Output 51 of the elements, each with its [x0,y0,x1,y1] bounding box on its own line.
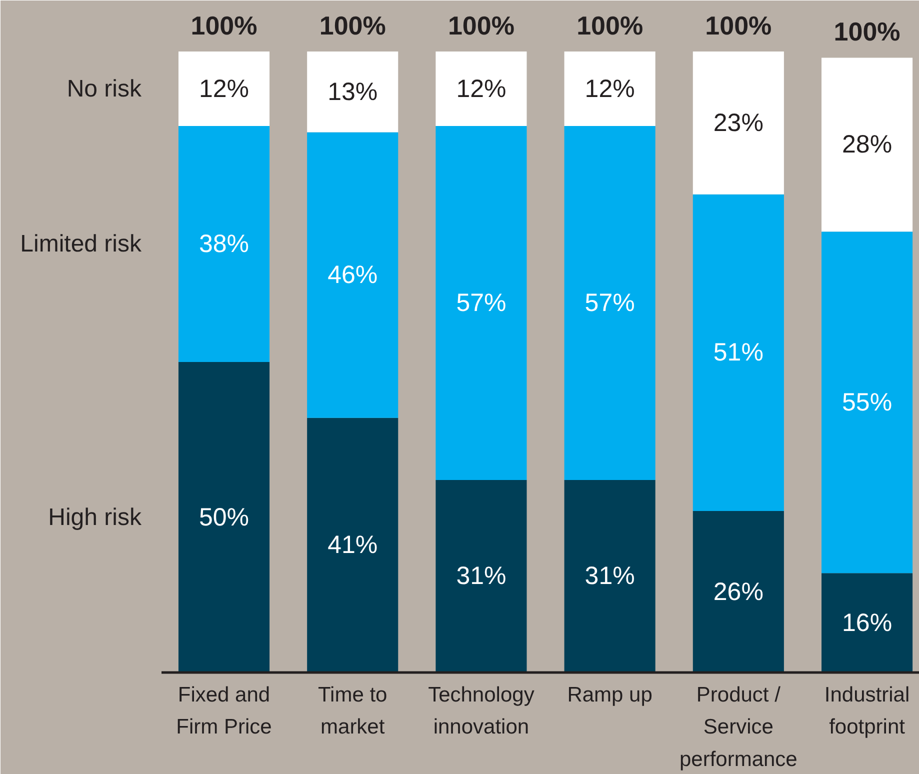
data-label: 46% [328,261,378,290]
bar [178,126,270,362]
bar [307,132,398,418]
series-label: No risk [66,75,142,102]
data-label: 12% [584,74,635,103]
data-label: 57% [456,289,506,318]
bar [692,52,784,194]
data-label: 12% [198,74,250,103]
bar [564,480,656,672]
x-tick-label: Product / Service performance [679,684,798,771]
data-label: 12% [456,74,506,103]
total-label: 100% [705,10,772,40]
series-label: Limited risk [20,230,142,258]
data-label: 50% [198,503,250,532]
data-label: 31% [456,562,506,590]
bar [692,194,784,512]
bar [178,362,270,672]
bar [822,58,913,232]
data-label: 38% [198,230,250,258]
series-label: High risk [48,504,142,531]
bar [564,126,656,480]
bar [822,573,913,672]
total-label: 100% [576,10,644,40]
bar [436,126,527,480]
total-label: 100% [190,10,258,40]
x-tick-label: Industrial footprint [824,684,910,739]
data-label: 31% [584,562,635,590]
bar [178,52,270,126]
bar [436,480,527,672]
x-tick-label: Ramp up [567,684,652,706]
bar [307,418,398,672]
data-label: 55% [842,388,892,416]
bar [564,52,656,126]
bar [822,232,913,574]
data-label: 57% [584,289,635,318]
bar [436,52,527,126]
x-tick-label: Time to market [318,684,388,739]
data-label: 41% [328,531,378,560]
x-tick-label: Technology innovation [428,684,535,739]
data-label: 26% [713,578,764,606]
data-label: 16% [842,608,892,637]
x-tick-label: Fixed and Firm Price [176,684,272,739]
bar [692,511,784,672]
total-label: 100% [448,10,514,40]
bar [307,52,398,132]
total-label: 100% [834,16,900,47]
data-label: 23% [713,108,764,137]
data-label: 28% [842,130,892,159]
data-label: 13% [328,78,378,106]
data-label: 51% [713,338,764,367]
total-label: 100% [319,10,386,40]
